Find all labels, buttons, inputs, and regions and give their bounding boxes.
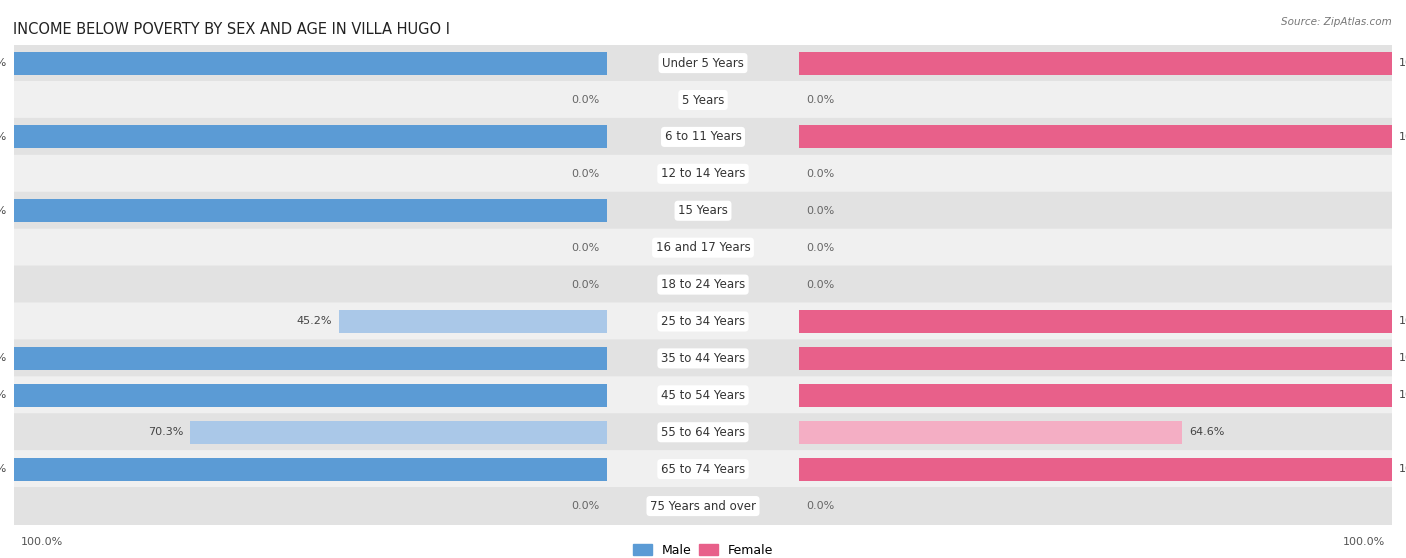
FancyBboxPatch shape bbox=[14, 302, 1392, 340]
Text: 0.0%: 0.0% bbox=[571, 501, 599, 511]
FancyBboxPatch shape bbox=[14, 44, 1392, 82]
FancyBboxPatch shape bbox=[14, 339, 1392, 377]
Text: 100.0%: 100.0% bbox=[0, 464, 7, 474]
Text: 0.0%: 0.0% bbox=[807, 206, 835, 216]
FancyBboxPatch shape bbox=[14, 450, 1392, 488]
Text: 100.0%: 100.0% bbox=[1343, 537, 1385, 547]
Text: 25 to 34 Years: 25 to 34 Years bbox=[661, 315, 745, 328]
Bar bbox=[800, 126, 1392, 148]
Bar bbox=[339, 310, 606, 333]
Bar bbox=[800, 310, 1392, 333]
Bar bbox=[190, 421, 606, 444]
Text: 100.0%: 100.0% bbox=[1399, 58, 1406, 68]
Text: 65 to 74 Years: 65 to 74 Years bbox=[661, 463, 745, 475]
Bar bbox=[14, 347, 606, 370]
Bar bbox=[800, 458, 1392, 480]
FancyBboxPatch shape bbox=[14, 229, 1392, 267]
Text: 100.0%: 100.0% bbox=[1399, 353, 1406, 363]
FancyBboxPatch shape bbox=[14, 487, 1392, 525]
Text: 0.0%: 0.0% bbox=[571, 95, 599, 105]
Text: 0.0%: 0.0% bbox=[571, 243, 599, 253]
Text: 100.0%: 100.0% bbox=[1399, 391, 1406, 400]
Text: 18 to 24 Years: 18 to 24 Years bbox=[661, 278, 745, 291]
Text: 100.0%: 100.0% bbox=[1399, 316, 1406, 326]
Text: 100.0%: 100.0% bbox=[0, 353, 7, 363]
Text: 100.0%: 100.0% bbox=[0, 206, 7, 216]
Text: Source: ZipAtlas.com: Source: ZipAtlas.com bbox=[1281, 17, 1392, 27]
Text: 100.0%: 100.0% bbox=[0, 58, 7, 68]
Text: 12 to 14 Years: 12 to 14 Years bbox=[661, 167, 745, 180]
Bar bbox=[14, 199, 606, 222]
Text: 6 to 11 Years: 6 to 11 Years bbox=[665, 131, 741, 143]
Text: 0.0%: 0.0% bbox=[571, 280, 599, 290]
Text: 0.0%: 0.0% bbox=[807, 280, 835, 290]
Bar bbox=[800, 347, 1392, 370]
FancyBboxPatch shape bbox=[14, 118, 1392, 156]
Text: 0.0%: 0.0% bbox=[807, 169, 835, 179]
Text: 100.0%: 100.0% bbox=[1399, 464, 1406, 474]
Text: 0.0%: 0.0% bbox=[807, 95, 835, 105]
Bar bbox=[14, 384, 606, 407]
Text: 100.0%: 100.0% bbox=[0, 391, 7, 400]
Text: Under 5 Years: Under 5 Years bbox=[662, 56, 744, 70]
FancyBboxPatch shape bbox=[14, 376, 1392, 415]
Text: 5 Years: 5 Years bbox=[682, 94, 724, 107]
Text: 55 to 64 Years: 55 to 64 Years bbox=[661, 426, 745, 439]
Text: 0.0%: 0.0% bbox=[807, 243, 835, 253]
Text: 45 to 54 Years: 45 to 54 Years bbox=[661, 389, 745, 402]
FancyBboxPatch shape bbox=[14, 81, 1392, 119]
FancyBboxPatch shape bbox=[14, 266, 1392, 304]
Text: 64.6%: 64.6% bbox=[1189, 427, 1225, 437]
Text: 100.0%: 100.0% bbox=[21, 537, 63, 547]
Bar bbox=[14, 126, 606, 148]
Text: 35 to 44 Years: 35 to 44 Years bbox=[661, 352, 745, 365]
FancyBboxPatch shape bbox=[14, 413, 1392, 451]
Bar bbox=[14, 52, 606, 75]
Text: 100.0%: 100.0% bbox=[0, 132, 7, 142]
Text: 0.0%: 0.0% bbox=[807, 501, 835, 511]
Text: 45.2%: 45.2% bbox=[297, 316, 332, 326]
Text: INCOME BELOW POVERTY BY SEX AND AGE IN VILLA HUGO I: INCOME BELOW POVERTY BY SEX AND AGE IN V… bbox=[13, 22, 450, 36]
Legend: Male, Female: Male, Female bbox=[633, 543, 773, 557]
FancyBboxPatch shape bbox=[14, 192, 1392, 230]
Text: 16 and 17 Years: 16 and 17 Years bbox=[655, 241, 751, 254]
Bar bbox=[800, 384, 1392, 407]
FancyBboxPatch shape bbox=[14, 155, 1392, 193]
Text: 100.0%: 100.0% bbox=[1399, 132, 1406, 142]
Text: 0.0%: 0.0% bbox=[571, 169, 599, 179]
Bar bbox=[800, 421, 1182, 444]
Text: 15 Years: 15 Years bbox=[678, 204, 728, 217]
Text: 70.3%: 70.3% bbox=[148, 427, 183, 437]
Text: 75 Years and over: 75 Years and over bbox=[650, 499, 756, 513]
Bar bbox=[800, 52, 1392, 75]
Bar bbox=[14, 458, 606, 480]
